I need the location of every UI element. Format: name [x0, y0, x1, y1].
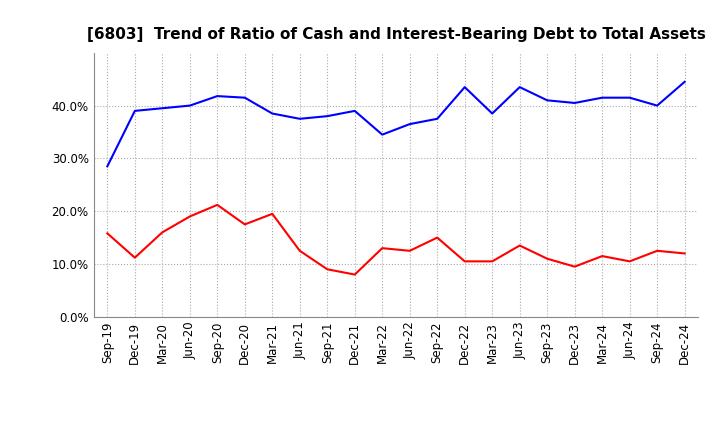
- Cash: [213, 202, 222, 208]
- Interest-Bearing Debt: [240, 95, 249, 100]
- Interest-Bearing Debt: [378, 132, 387, 137]
- Interest-Bearing Debt: [213, 93, 222, 99]
- Cash: [240, 222, 249, 227]
- Cash: [295, 248, 304, 253]
- Cash: [405, 248, 414, 253]
- Interest-Bearing Debt: [323, 114, 332, 119]
- Cash: [570, 264, 579, 269]
- Cash: [351, 272, 359, 277]
- Cash: [323, 267, 332, 272]
- Interest-Bearing Debt: [626, 95, 634, 100]
- Interest-Bearing Debt: [460, 84, 469, 90]
- Cash: [103, 231, 112, 236]
- Cash: [158, 230, 166, 235]
- Cash: [130, 255, 139, 260]
- Interest-Bearing Debt: [130, 108, 139, 114]
- Cash: [653, 248, 662, 253]
- Interest-Bearing Debt: [516, 84, 524, 90]
- Cash: [626, 259, 634, 264]
- Interest-Bearing Debt: [405, 121, 414, 127]
- Cash: [460, 259, 469, 264]
- Cash: [516, 243, 524, 248]
- Cash: [378, 246, 387, 251]
- Interest-Bearing Debt: [680, 79, 689, 84]
- Line: Interest-Bearing Debt: Interest-Bearing Debt: [107, 82, 685, 166]
- Cash: [680, 251, 689, 256]
- Cash: [598, 253, 606, 259]
- Cash: [488, 259, 497, 264]
- Cash: [268, 211, 276, 216]
- Interest-Bearing Debt: [433, 116, 441, 121]
- Interest-Bearing Debt: [570, 100, 579, 106]
- Cash: [186, 214, 194, 219]
- Interest-Bearing Debt: [351, 108, 359, 114]
- Interest-Bearing Debt: [488, 111, 497, 116]
- Interest-Bearing Debt: [268, 111, 276, 116]
- Title: [6803]  Trend of Ratio of Cash and Interest-Bearing Debt to Total Assets: [6803] Trend of Ratio of Cash and Intere…: [86, 27, 706, 42]
- Interest-Bearing Debt: [598, 95, 606, 100]
- Interest-Bearing Debt: [158, 106, 166, 111]
- Interest-Bearing Debt: [543, 98, 552, 103]
- Cash: [543, 256, 552, 261]
- Cash: [433, 235, 441, 240]
- Line: Cash: Cash: [107, 205, 685, 275]
- Interest-Bearing Debt: [103, 164, 112, 169]
- Interest-Bearing Debt: [653, 103, 662, 108]
- Interest-Bearing Debt: [295, 116, 304, 121]
- Interest-Bearing Debt: [186, 103, 194, 108]
